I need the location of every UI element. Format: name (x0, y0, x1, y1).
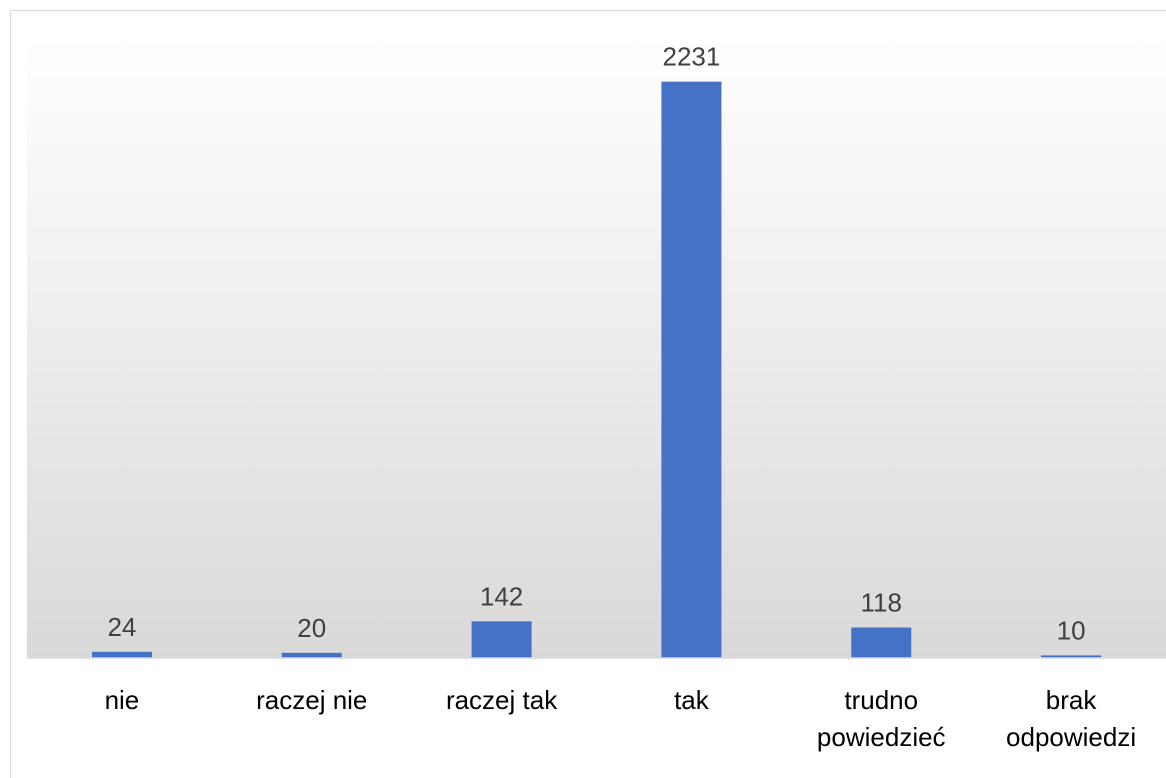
bar-2 (471, 621, 532, 658)
data-labels-group: 24 20 142 2231 118 10 (107, 42, 1085, 646)
category-label-3: tak (674, 685, 710, 715)
data-label-4: 118 (861, 588, 902, 618)
category-label-4: trudno powiedzieć (817, 685, 946, 752)
bar-3 (661, 81, 722, 659)
data-label-2: 142 (480, 581, 523, 611)
data-label-1: 20 (297, 613, 326, 643)
category-label-1: raczej nie (256, 685, 367, 715)
bar-1 (281, 652, 342, 658)
category-labels-group: nie raczej nie raczej tak tak trudno powiedzi… (105, 685, 1137, 752)
data-label-3: 2231 (662, 42, 720, 72)
bar-4 (851, 627, 912, 658)
bar-0 (91, 651, 152, 658)
bar-5 (1041, 655, 1102, 658)
data-label-0: 24 (107, 612, 136, 642)
category-label-2: raczej tak (446, 685, 558, 715)
category-label-0: nie (105, 685, 140, 715)
category-label-5: brak odpowiedzi (1006, 685, 1136, 752)
data-label-5: 10 (1057, 615, 1086, 645)
plot-area (27, 38, 1166, 658)
bars-group (91, 81, 1102, 659)
